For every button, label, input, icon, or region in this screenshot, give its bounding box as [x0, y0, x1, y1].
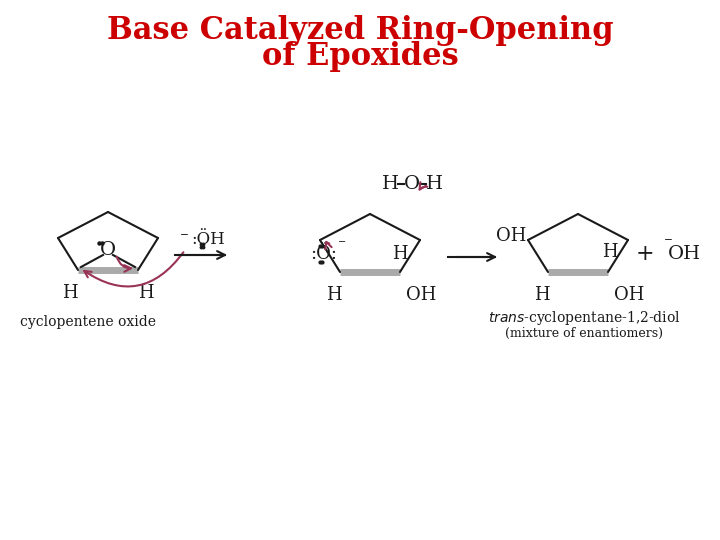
Text: $^{-}$: $^{-}$ [663, 237, 673, 252]
Text: OH: OH [495, 227, 526, 245]
Text: Base Catalyzed Ring-Opening: Base Catalyzed Ring-Opening [107, 15, 613, 45]
Text: H: H [602, 243, 618, 261]
Text: OH: OH [668, 245, 701, 263]
Text: cyclopentene oxide: cyclopentene oxide [20, 315, 156, 329]
Text: H: H [138, 284, 154, 302]
Text: $\it{trans}$-cyclopentane-1,2-diol: $\it{trans}$-cyclopentane-1,2-diol [488, 309, 680, 327]
Text: H: H [426, 175, 443, 193]
Text: O: O [100, 241, 116, 259]
Text: H: H [382, 175, 398, 193]
Text: OH: OH [406, 286, 436, 304]
Text: (mixture of enantiomers): (mixture of enantiomers) [505, 327, 663, 340]
Text: +: + [636, 243, 654, 265]
Text: :Ö:: :Ö: [310, 245, 338, 263]
Text: H: H [534, 286, 550, 304]
Text: of Epoxides: of Epoxides [261, 40, 459, 71]
Text: $^{-}$: $^{-}$ [179, 232, 189, 246]
Text: :ÖH: :ÖH [191, 231, 225, 247]
Text: H: H [62, 284, 78, 302]
Text: OH: OH [614, 286, 644, 304]
Text: $^{-}$: $^{-}$ [338, 238, 346, 252]
Text: H: H [392, 245, 408, 263]
Text: O: O [404, 175, 420, 193]
Text: H: H [326, 286, 342, 304]
